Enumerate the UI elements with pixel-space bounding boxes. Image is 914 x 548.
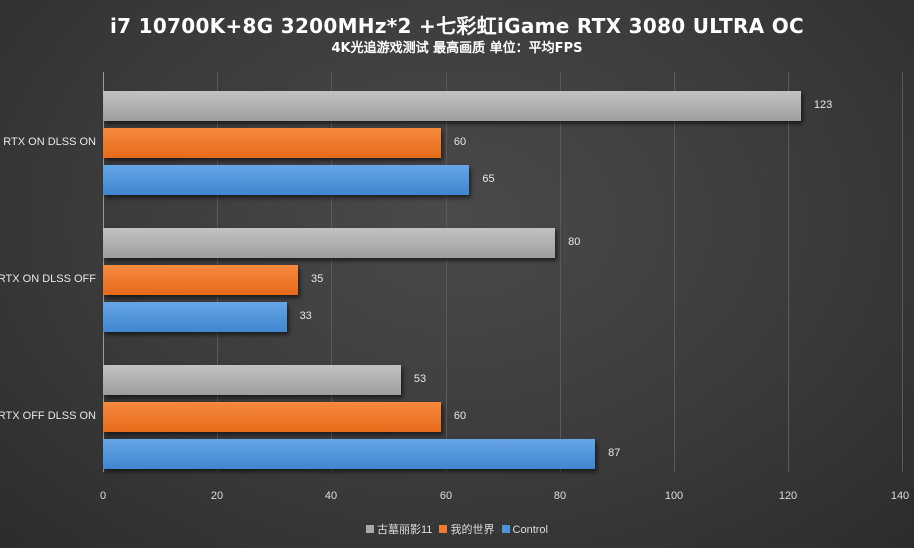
plot-area: 123 60 65 80 35 33 53 60 87 (103, 72, 903, 472)
legend-swatch-icon (439, 525, 448, 533)
x-tick: 120 (778, 490, 798, 502)
value-label: 87 (608, 447, 621, 459)
bar[interactable] (103, 265, 298, 295)
bar[interactable] (103, 365, 401, 395)
category-label: RTX ON DLSS ON (3, 136, 96, 148)
value-label: 123 (813, 99, 833, 111)
legend: 古墓丽影11 我的世界 Control (0, 521, 914, 537)
bar[interactable] (103, 165, 470, 195)
x-tick: 60 (439, 490, 453, 502)
gridline (902, 72, 903, 472)
x-tick: 140 (890, 490, 910, 502)
value-label: 60 (453, 410, 467, 422)
chart-subtitle: 4K光追游戏测试 最高画质 单位：平均FPS (331, 41, 583, 56)
value-label: 65 (482, 173, 495, 185)
legend-swatch-icon (365, 525, 374, 533)
gridline (560, 72, 561, 472)
value-label: 53 (413, 373, 427, 385)
category-label: RTX OFF DLSS ON (0, 410, 96, 422)
category-label: RTX ON DLSS OFF (0, 273, 96, 285)
bar[interactable] (103, 439, 596, 469)
x-tick: 0 (99, 490, 107, 502)
legend-item[interactable]: 古墓丽影11 (365, 521, 432, 537)
legend-item[interactable]: 我的世界 (439, 521, 494, 537)
value-label: 33 (299, 310, 312, 322)
value-label: 60 (453, 136, 467, 148)
bar[interactable] (103, 302, 287, 332)
x-tick: 100 (664, 490, 684, 502)
gridline (331, 72, 332, 472)
value-label: 35 (311, 273, 324, 285)
value-label: 80 (568, 236, 581, 248)
chart-title: i7 10700K+8G 3200MHz*2 +七彩虹iGame RTX 308… (109, 14, 805, 38)
gridline (674, 72, 675, 472)
legend-swatch-icon (501, 525, 510, 533)
bar[interactable] (103, 91, 801, 121)
gridline (446, 72, 447, 472)
x-tick: 80 (553, 490, 567, 502)
x-tick: 40 (324, 490, 338, 502)
gridline (788, 72, 789, 472)
bar[interactable] (103, 402, 441, 432)
x-tick: 20 (210, 490, 224, 502)
bar[interactable] (103, 228, 556, 258)
legend-item[interactable]: Control (501, 524, 548, 536)
bar[interactable] (103, 128, 441, 158)
